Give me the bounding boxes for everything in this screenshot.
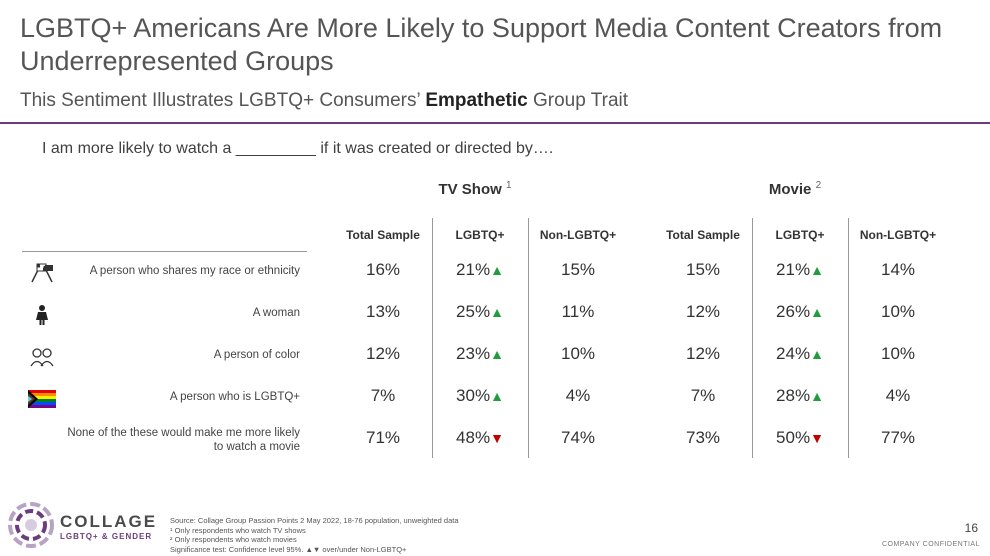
significance-up-icon: ▲ <box>490 262 504 278</box>
logo-name: COLLAGE <box>60 512 158 531</box>
column-divider <box>432 218 433 458</box>
table-cell: 12% <box>685 344 721 363</box>
page-subtitle: This Sentiment Illustrates LGBTQ+ Consum… <box>20 90 629 111</box>
column-header: LGBTQ+ <box>455 228 505 242</box>
significance-down-icon: ▼ <box>810 430 824 446</box>
significance-up-icon: ▲ <box>490 346 504 362</box>
row-label: A woman <box>252 307 300 319</box>
table-cell: 7% <box>690 386 716 405</box>
people-icon <box>28 346 56 368</box>
woman-icon <box>28 304 56 326</box>
column-divider <box>848 218 849 458</box>
table-cell: 26%▲ <box>776 302 824 321</box>
table-cell: 77% <box>880 428 916 447</box>
table-cell: 12% <box>685 302 721 321</box>
collage-logo-icon <box>8 502 54 548</box>
row-label: None of the these would make me more lik… <box>67 427 300 453</box>
logo-subtitle: LGBTQ+ & GENDER <box>60 532 153 541</box>
significance-down-icon: ▼ <box>490 430 504 446</box>
significance-up-icon: ▲ <box>490 388 504 404</box>
table-cell: 10% <box>880 344 916 363</box>
page-title: LGBTQ+ Americans Are More Likely to Supp… <box>20 13 943 76</box>
table-cell: 48%▼ <box>456 428 504 447</box>
table-cell: 25%▲ <box>456 302 504 321</box>
table-cell: 10% <box>560 344 596 363</box>
table-cell: 30%▲ <box>456 386 504 405</box>
row-label: A person who is LGBTQ+ <box>169 391 300 403</box>
table-cell: 4% <box>565 386 591 405</box>
table-cell: 28%▲ <box>776 386 824 405</box>
group-header-tv: TV Show 1 <box>438 180 512 198</box>
table-cell: 12% <box>365 344 401 363</box>
row-label: A person of color <box>213 349 300 361</box>
title-divider <box>0 122 990 124</box>
table-cell: 14% <box>880 260 916 279</box>
column-divider <box>528 218 529 458</box>
column-header: LGBTQ+ <box>775 228 825 242</box>
table-cell: 74% <box>560 428 596 447</box>
table-cell: 24%▲ <box>776 344 824 363</box>
pride-flag-icon <box>28 388 56 410</box>
table-cell: 11% <box>561 302 595 321</box>
row-label: A person who shares my race or ethnicity <box>89 265 300 277</box>
significance-up-icon: ▲ <box>810 346 824 362</box>
column-header: Total Sample <box>346 228 420 242</box>
column-header: Non-LGBTQ+ <box>539 228 617 242</box>
table-cell: 73% <box>685 428 721 447</box>
label-underline <box>22 251 307 252</box>
column-divider <box>752 218 753 458</box>
significance-up-icon: ▲ <box>490 304 504 320</box>
footnotes: Source: Collage Group Passion Points 2 M… <box>170 516 459 554</box>
table-cell: 7% <box>370 386 396 405</box>
table-cell: 4% <box>885 386 911 405</box>
significance-up-icon: ▲ <box>810 304 824 320</box>
column-header: Non-LGBTQ+ <box>859 228 937 242</box>
table-cell: 13% <box>365 302 401 321</box>
column-header: Total Sample <box>666 228 740 242</box>
survey-prompt: I am more likely to watch a _________ if… <box>42 140 554 157</box>
table-cell: 15% <box>685 260 721 279</box>
flags-icon <box>28 262 56 284</box>
table-cell: 21%▲ <box>456 260 504 279</box>
table-cell: 10% <box>880 302 916 321</box>
table-cell: 15% <box>560 260 596 279</box>
significance-up-icon: ▲ <box>810 388 824 404</box>
significance-up-icon: ▲ <box>810 262 824 278</box>
table-cell: 71% <box>365 428 401 447</box>
group-header-movie: Movie 2 <box>768 180 822 198</box>
table-cell: 16% <box>365 260 401 279</box>
confidential-label: COMPANY CONFIDENTIAL <box>881 541 980 548</box>
page-number: 16 <box>964 521 978 535</box>
table-cell: 50%▼ <box>776 428 824 447</box>
subtitle-emphasis: Empathetic <box>425 90 528 111</box>
table-cell: 23%▲ <box>456 344 504 363</box>
table-cell: 21%▲ <box>776 260 824 279</box>
